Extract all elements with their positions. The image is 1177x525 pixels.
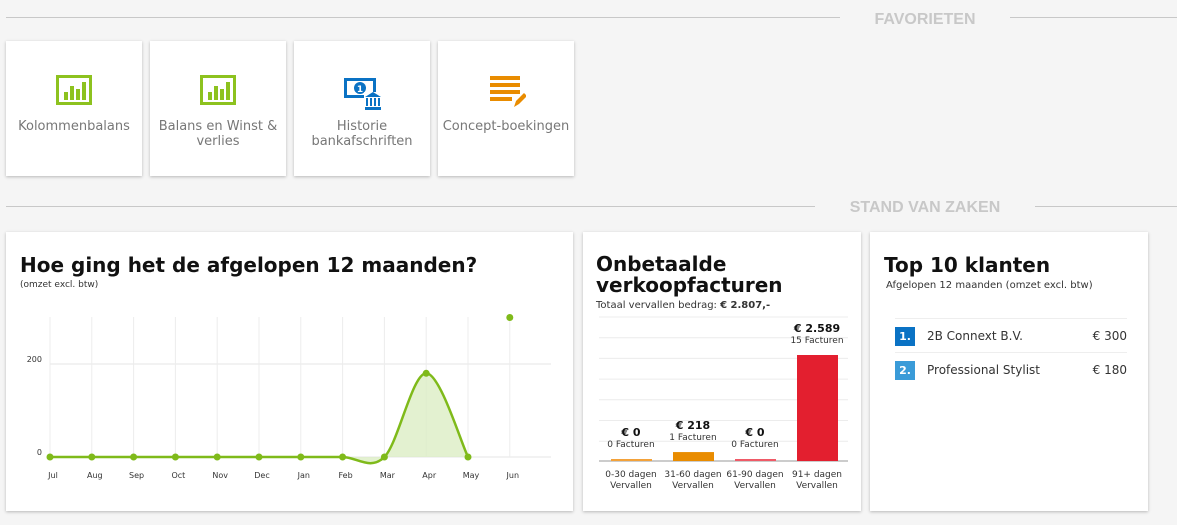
data-point: [213, 453, 221, 461]
unpaid-invoices-card: Onbetaalde verkoopfacturen Totaal verval…: [583, 232, 861, 511]
x-tick-label: 0-30 dagen: [605, 470, 656, 480]
customer-row[interactable]: 1. 2B Connext B.V. € 300: [895, 318, 1127, 353]
bar: [611, 459, 652, 461]
y-tick-label: 0: [37, 448, 42, 457]
card-title: Top 10 klanten: [884, 253, 1051, 277]
tile-balans-winst-verlies[interactable]: Balans en Winst & verlies: [150, 41, 286, 176]
bar-amount-label: € 218: [675, 419, 710, 432]
tile-label: Concept-boekingen: [442, 119, 570, 134]
x-tick-label: Jan: [297, 471, 310, 480]
x-tick-label: Apr: [422, 471, 437, 480]
rank-badge: 2.: [895, 360, 915, 380]
x-tick-label: Vervallen: [796, 481, 838, 491]
revenue-chart: 0 200 Jul Aug Sep Oct Nov Dec Jan Feb Mar Apr May Jun: [27, 314, 551, 480]
tile-label: Kolommenbalans: [18, 119, 130, 134]
card-title: Hoe ging het de afgelopen 12 maanden?: [20, 253, 478, 277]
x-tick-label: Nov: [212, 471, 228, 480]
customer-amount: € 180: [1092, 363, 1127, 377]
bar: [797, 355, 838, 461]
bar-amount-label: € 2.589: [793, 322, 840, 335]
area-fill: [50, 373, 468, 464]
rank-badge: 1.: [895, 326, 915, 346]
bar-chart-icon: [150, 75, 286, 111]
customer-amount: € 300: [1092, 329, 1127, 343]
x-tick-label: Feb: [339, 471, 353, 480]
section-title-status: STAND VAN ZAKEN: [849, 199, 1001, 216]
tile-historie-bankafschriften[interactable]: 1 Historie bankafschriften: [294, 41, 430, 176]
divider: [6, 17, 840, 18]
divider: [1010, 17, 1177, 18]
total-label: Totaal vervallen bedrag:: [596, 300, 717, 311]
svg-text:1: 1: [357, 85, 363, 95]
divider: [1035, 206, 1177, 207]
data-point: [422, 369, 430, 377]
data-point: [380, 453, 388, 461]
bar-amount-label: € 0: [744, 426, 764, 439]
section-title-favorites: FAVORIETEN: [874, 11, 976, 28]
bar: [673, 452, 714, 461]
bar-count-label: 0 Facturen: [607, 440, 654, 450]
customer-name: Professional Stylist: [927, 363, 1040, 377]
bar-count-label: 1 Facturen: [669, 433, 716, 443]
y-tick-label: 200: [27, 355, 42, 364]
data-point: [130, 453, 138, 461]
data-point: [171, 453, 179, 461]
card-title-line2: verkoopfacturen: [596, 273, 783, 297]
tile-concept-boekingen[interactable]: Concept-boekingen: [438, 41, 574, 176]
bar-amount-label: € 0: [620, 426, 640, 439]
x-tick-label: Aug: [87, 471, 103, 480]
x-tick-label: May: [463, 471, 480, 480]
revenue-card: Hoe ging het de afgelopen 12 maanden? (o…: [6, 232, 573, 511]
tile-label: Balans en Winst & verlies: [158, 119, 278, 149]
data-point: [255, 453, 263, 461]
x-tick-label: Vervallen: [734, 481, 776, 491]
tile-kolommenbalans[interactable]: Kolommenbalans: [6, 41, 142, 176]
data-point: [464, 453, 472, 461]
x-tick-label: Sep: [129, 471, 144, 480]
customer-name: 2B Connext B.V.: [927, 329, 1023, 343]
x-tick-label: 31-60 dagen: [664, 470, 721, 480]
x-tick-label: 91+ dagen: [792, 470, 842, 480]
x-tick-label: Mar: [380, 471, 396, 480]
card-title-line1: Onbetaalde: [596, 252, 727, 276]
top-customers-card: Top 10 klanten Afgelopen 12 maanden (omz…: [870, 232, 1148, 511]
x-tick-label: 61-90 dagen: [726, 470, 783, 480]
bar-chart-icon: [6, 75, 142, 111]
x-tick-label: Vervallen: [610, 481, 652, 491]
total-value: € 2.807,-: [720, 300, 771, 311]
bar: [735, 459, 776, 461]
data-point: [297, 453, 305, 461]
data-point: [339, 453, 347, 461]
x-tick-label: Jul: [47, 471, 58, 480]
tile-label: Historie bankafschriften: [311, 119, 413, 149]
bar-count-label: 0 Facturen: [731, 440, 778, 450]
series-line: [49, 372, 470, 465]
bank-note-icon: 1: [294, 75, 430, 111]
data-point: [88, 453, 96, 461]
data-point: [46, 453, 54, 461]
customer-row[interactable]: 2. Professional Stylist € 180: [895, 352, 1127, 387]
x-tick-label: Vervallen: [672, 481, 714, 491]
x-tick-label: Dec: [254, 471, 269, 480]
x-tick-label: Jun: [506, 471, 520, 480]
card-subtitle: Afgelopen 12 maanden (omzet excl. btw): [886, 280, 1093, 291]
data-point: [506, 314, 514, 321]
x-tick-label: Oct: [171, 471, 185, 480]
card-subtitle: (omzet excl. btw): [20, 280, 99, 290]
edit-list-icon: [438, 75, 574, 111]
bar-count-label: 15 Facturen: [790, 336, 843, 346]
divider: [6, 206, 815, 207]
